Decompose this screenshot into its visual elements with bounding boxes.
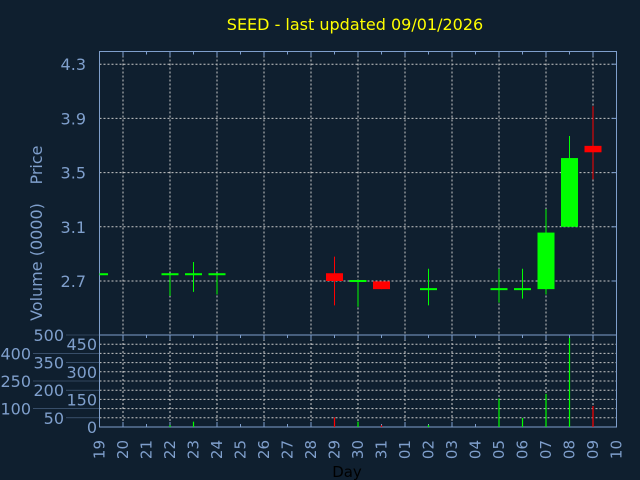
candle-body [99, 273, 108, 276]
candle [208, 273, 226, 295]
x-tick-label: 19 [91, 440, 109, 459]
volume-tick-label: 100 [0, 400, 31, 419]
candle [161, 273, 179, 296]
x-tick-label: 28 [302, 440, 320, 459]
candle [420, 268, 437, 306]
price-axis-title: Price [27, 145, 46, 184]
volume-tick-label: 200 [33, 381, 64, 400]
x-tick-label: 08 [561, 440, 579, 459]
x-tick-label: 26 [255, 440, 273, 459]
x-tick-label: 20 [114, 440, 132, 459]
candle-body [161, 273, 179, 276]
candle-body [373, 281, 390, 290]
x-axis-labels: 19 20 21 22 23 24 25 26 27 28 29 30 31 01 02 03 04 05 06 07… [91, 440, 626, 459]
candle-body [584, 145, 602, 153]
candle [326, 256, 343, 306]
volume-tick-label: 400 [0, 344, 31, 363]
candle-body [537, 232, 555, 290]
price-tick-label: 2.7 [61, 272, 86, 291]
candle [561, 136, 578, 227]
volume-tick-label: 500 [33, 326, 64, 345]
x-tick-label: 27 [279, 440, 297, 459]
price-tick-label: 3.9 [61, 109, 86, 128]
price-tick-label: 4.3 [61, 55, 86, 74]
candle-body [420, 288, 437, 291]
x-tick-label: 24 [208, 440, 226, 459]
x-tick-label: 10 [608, 440, 626, 459]
candle [99, 273, 108, 276]
volume-tick-label: 250 [0, 372, 31, 391]
candle [490, 268, 508, 303]
candle-body [561, 158, 578, 227]
x-tick-label: 21 [138, 440, 156, 459]
volume-tick-label: 150 [66, 390, 97, 409]
candle [349, 280, 367, 307]
candle [514, 268, 531, 299]
candle-body [326, 273, 343, 281]
candle [584, 106, 602, 180]
volume-tick-label: 0 [87, 418, 97, 437]
x-tick-label: 23 [185, 440, 203, 459]
x-tick-label: 22 [161, 440, 179, 459]
volume-tick-label: 350 [33, 354, 64, 373]
x-tick-label: 03 [443, 440, 461, 459]
x-tick-label: 01 [396, 440, 414, 459]
price-tick-label: 3.1 [61, 218, 86, 237]
volume-tick-label: 50 [44, 409, 64, 428]
x-tick-label: 30 [349, 440, 367, 459]
volume-bars [169, 337, 594, 427]
x-tick-label: 31 [373, 440, 391, 459]
candle-body [208, 273, 226, 276]
candle-body [514, 288, 531, 291]
x-axis-title: Day [332, 463, 362, 480]
x-tick-label: 07 [537, 440, 555, 459]
x-tick-label: 09 [584, 440, 602, 459]
volume-tick-label: 450 [66, 335, 97, 354]
candle [185, 262, 202, 292]
x-tick-label: 04 [467, 440, 485, 459]
volume-tick-label: 300 [66, 363, 97, 382]
x-tick-label: 05 [490, 440, 508, 459]
candles [99, 106, 602, 307]
price-tick-label: 3.5 [61, 164, 86, 183]
price-axis-labels: 2.7 3.1 3.5 3.9 4.3 [61, 55, 86, 291]
x-tick-label: 25 [232, 440, 250, 459]
x-tick-label: 29 [326, 440, 344, 459]
candle-body [349, 280, 367, 282]
candle [373, 281, 390, 290]
candle-body [185, 273, 202, 276]
chart-title: SEED - last updated 09/01/2026 [227, 15, 483, 34]
candle [537, 209, 555, 295]
candle-body [490, 288, 508, 291]
x-tick-label: 02 [420, 440, 438, 459]
x-tick-label: 06 [514, 440, 532, 459]
volume-axis-title: Volume (0000) [27, 203, 46, 321]
axis-ticks [33, 51, 617, 427]
